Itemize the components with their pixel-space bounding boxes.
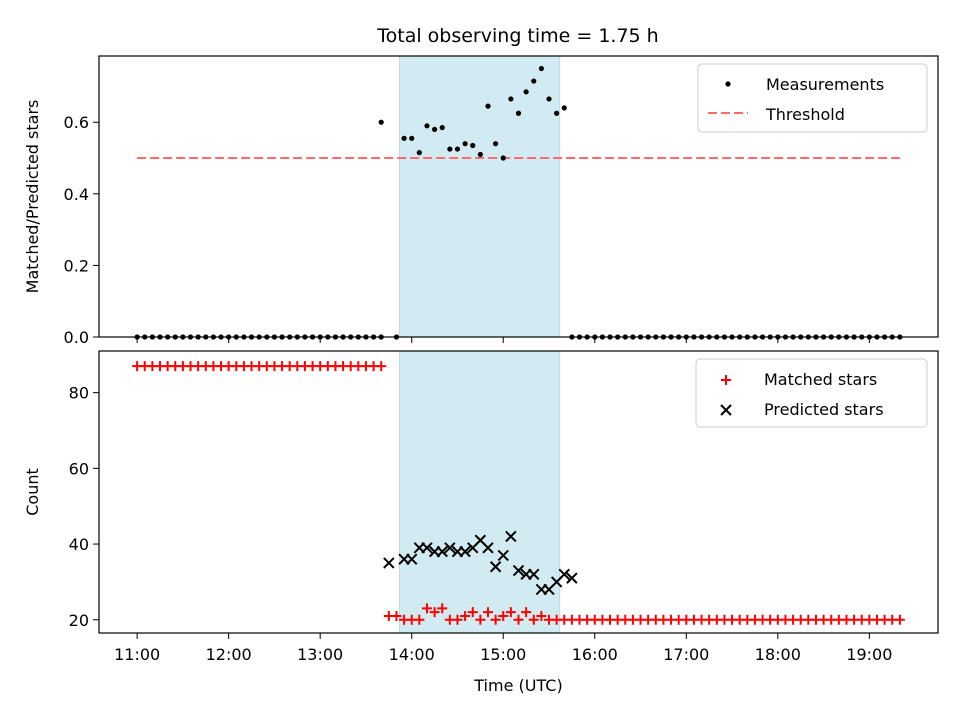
axes-frame	[98, 55, 939, 338]
data-point	[500, 155, 506, 161]
data-point	[521, 607, 532, 618]
data-point	[566, 572, 578, 584]
data-point	[489, 561, 502, 573]
data-point	[508, 96, 514, 102]
data-point	[454, 146, 461, 152]
top-panel: 0.0 0.2 0.4 0.6 Matched/Predicted stars Measu…	[23, 55, 939, 347]
data-point	[490, 614, 501, 625]
bottom-panel: 20 40 60 80 11:00 12:00 13:00 14:00 15:00 16:00 17…	[23, 350, 939, 695]
y-axis-label: Matched/Predicted stars	[23, 100, 42, 294]
data-point	[561, 105, 567, 111]
data-point	[475, 614, 486, 625]
data-point	[513, 614, 524, 625]
x-tick-label: 19:00	[846, 645, 892, 664]
data-point	[493, 141, 499, 147]
x-tick-label: 13:00	[297, 645, 343, 664]
data-point	[406, 553, 418, 565]
data-point	[429, 607, 440, 618]
shaded-region	[399, 350, 561, 634]
data-point	[467, 607, 478, 618]
data-point	[452, 614, 463, 625]
legend-marker-measurements	[725, 81, 731, 87]
data-point	[436, 545, 448, 558]
x-tick-label: 11:00	[114, 645, 160, 664]
data-point	[376, 361, 387, 372]
data-point	[432, 126, 438, 132]
legend-marker-predicted	[720, 404, 732, 416]
data-point	[477, 151, 483, 158]
data-point	[482, 542, 494, 554]
data-point	[391, 610, 402, 621]
data-point	[531, 78, 537, 84]
legend: Matched stars Predicted stars	[695, 358, 928, 428]
data-point	[505, 607, 516, 618]
legend-box	[697, 63, 928, 133]
y-tick-label: 20	[69, 611, 89, 630]
x-tick-label: 15:00	[480, 645, 526, 664]
data-point	[497, 549, 509, 562]
data-point	[482, 607, 493, 618]
legend-label: Measurements	[766, 75, 884, 94]
x-tick-label: 16:00	[572, 645, 618, 664]
legend-label: Predicted stars	[764, 400, 884, 419]
data-point	[421, 542, 433, 554]
legend-marker-matched	[721, 375, 731, 385]
chart-title: Total observing time = 1.75 h	[376, 25, 658, 47]
data-point	[512, 564, 525, 577]
data-point	[523, 89, 529, 95]
shaded-region	[399, 55, 561, 338]
legend-label: Threshold	[765, 105, 845, 124]
x-tick-label: 14:00	[389, 645, 435, 664]
data-point	[444, 542, 456, 554]
data-point	[462, 141, 468, 147]
data-point	[416, 150, 422, 156]
data-point	[470, 142, 476, 149]
data-point	[538, 65, 544, 72]
data-point	[414, 614, 425, 625]
data-point	[485, 103, 491, 109]
data-point	[546, 96, 552, 102]
x-tick-label: 17:00	[663, 645, 709, 664]
data-point	[439, 124, 445, 131]
data-point	[409, 135, 415, 141]
data-point	[401, 135, 407, 141]
y-tick-label: 60	[69, 459, 89, 478]
data-point	[528, 568, 540, 581]
legend-label: Matched stars	[764, 370, 877, 389]
data-point	[378, 119, 384, 125]
data-point	[447, 146, 453, 152]
y-tick-label: 0.6	[64, 113, 89, 132]
data-point	[528, 614, 539, 625]
y-tick-label: 80	[69, 384, 89, 403]
data-point	[894, 614, 905, 625]
x-axis-label: Time (UTC)	[473, 676, 562, 695]
data-point	[515, 110, 522, 116]
legend-box	[695, 358, 928, 428]
data-point	[554, 110, 560, 116]
data-point	[424, 123, 430, 129]
data-point	[383, 557, 395, 569]
y-axis-label: Count	[23, 468, 42, 516]
data-point	[460, 610, 471, 621]
data-point	[437, 603, 448, 614]
y-tick-label: 0.2	[64, 256, 89, 275]
data-point	[536, 610, 547, 621]
legend: Measurements Threshold	[697, 63, 928, 133]
x-tick-label: 18:00	[755, 645, 801, 664]
data-point	[459, 545, 471, 558]
y-tick-label: 40	[69, 535, 89, 554]
data-point	[421, 603, 432, 614]
data-point	[498, 610, 509, 621]
axes-frame	[98, 350, 939, 634]
y-tick-label: 0.0	[64, 328, 89, 347]
data-point	[558, 568, 570, 581]
y-tick-label: 0.4	[64, 185, 89, 204]
data-point	[505, 530, 517, 543]
x-tick-label: 12:00	[206, 645, 252, 664]
